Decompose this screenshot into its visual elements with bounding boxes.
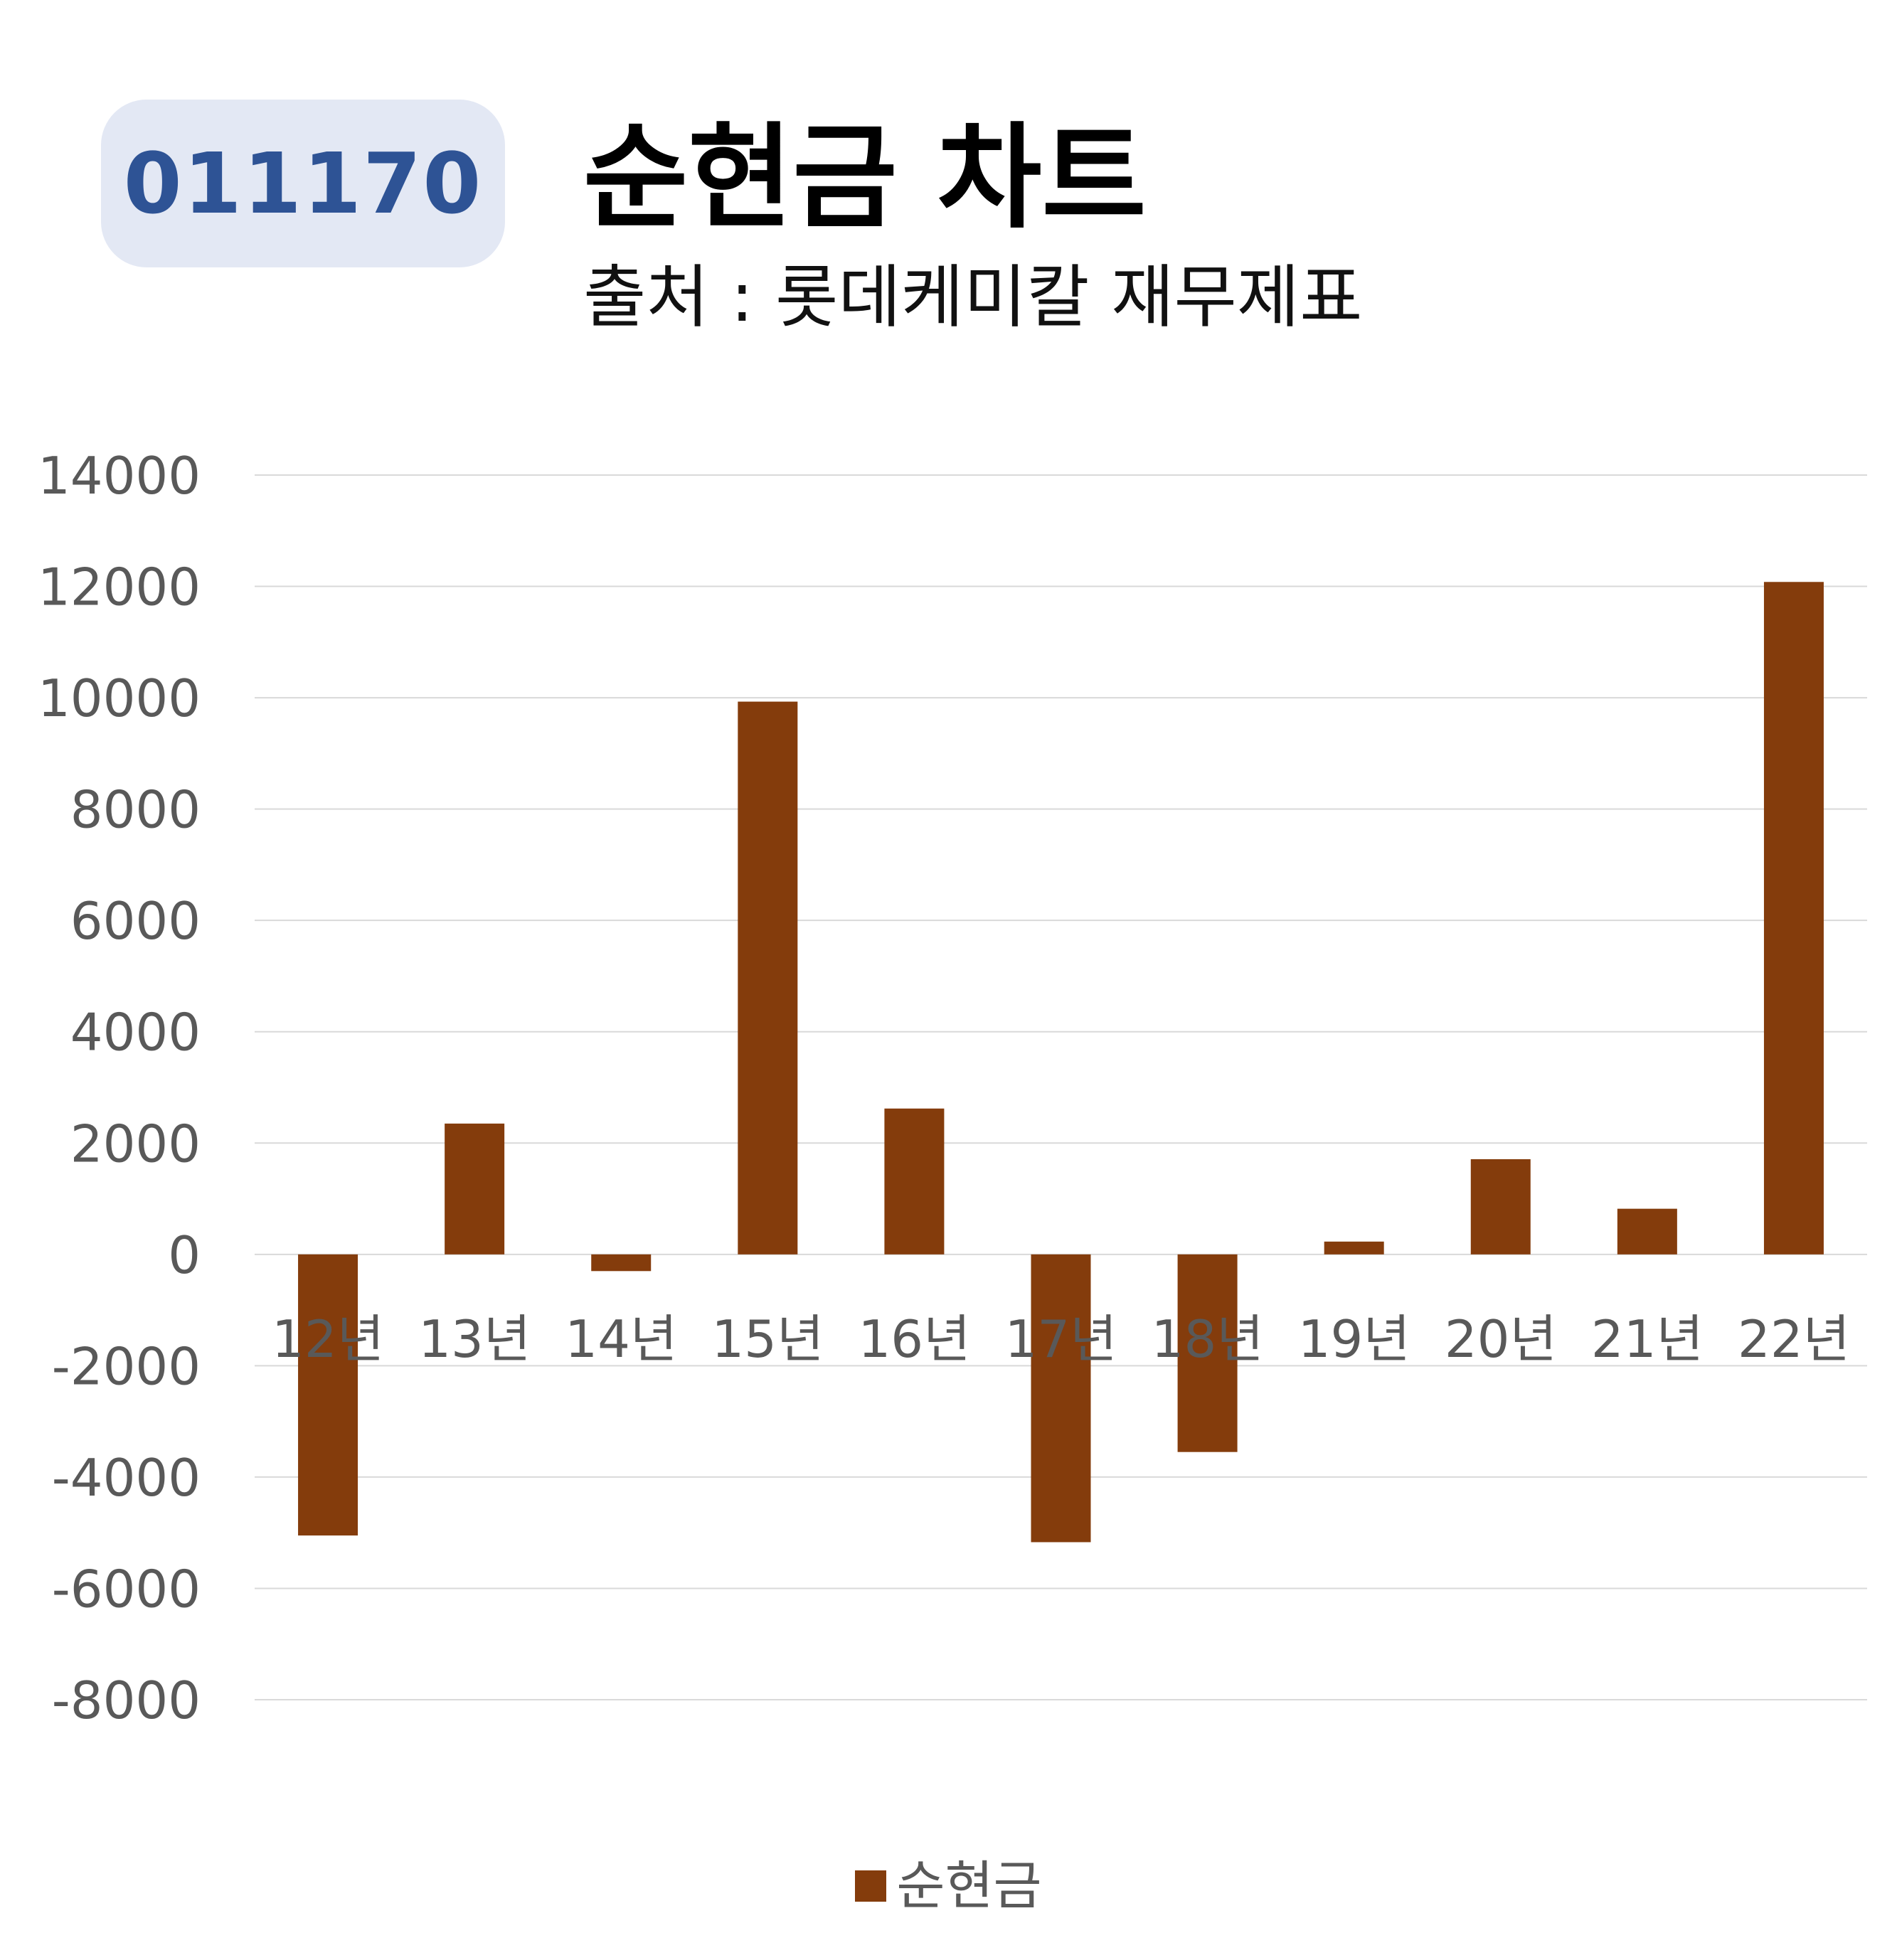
- stock-code-badge: 011170: [101, 100, 505, 267]
- bar-15년: [738, 701, 798, 1255]
- bar-14년: [591, 1254, 652, 1272]
- x-tick-label: 15년: [711, 1309, 824, 1369]
- x-tick-label: 17년: [1005, 1309, 1117, 1369]
- y-tick-label: 0: [168, 1225, 201, 1285]
- y-axis-ticks: 14000 12000 10000 8000 6000 4000 2000 0 -2000 -40…: [38, 446, 201, 1730]
- bar-21년: [1617, 1208, 1677, 1255]
- bar-18년: [1177, 1254, 1238, 1452]
- bar-12년: [298, 1254, 358, 1536]
- x-tick-label: 12년: [272, 1309, 384, 1369]
- bar-16년: [884, 1108, 945, 1255]
- x-tick-label: 14년: [565, 1309, 677, 1369]
- x-tick-label: 13년: [418, 1309, 531, 1369]
- legend: 순현금: [0, 1860, 1897, 1912]
- x-tick-label: 20년: [1445, 1309, 1557, 1369]
- chart-subtitle: 출처 : 롯데케미칼 재무제표: [583, 257, 1363, 337]
- y-tick-label: 6000: [70, 891, 201, 951]
- y-tick-label: -4000: [52, 1448, 201, 1508]
- x-tick-label: 19년: [1298, 1309, 1410, 1369]
- x-tick-label: 16년: [858, 1309, 970, 1369]
- y-tick-label: 12000: [38, 558, 201, 617]
- bar-17년: [1031, 1254, 1091, 1543]
- y-tick-label: -6000: [52, 1559, 201, 1619]
- y-tick-label: 14000: [38, 446, 201, 506]
- bar-19년: [1324, 1241, 1384, 1255]
- x-tick-label: 21년: [1591, 1309, 1704, 1369]
- y-tick-label: 10000: [38, 669, 201, 728]
- bar-13년: [445, 1123, 505, 1255]
- x-axis-ticks: 12년 13년 14년 15년 16년 17년 18년 19년 20년 21년 22년: [272, 1309, 1850, 1369]
- y-tick-label: -8000: [52, 1671, 201, 1730]
- y-tick-label: -2000: [52, 1336, 201, 1396]
- x-tick-label: 22년: [1738, 1309, 1850, 1369]
- bar-20년: [1470, 1159, 1531, 1255]
- x-tick-label: 18년: [1152, 1309, 1264, 1369]
- legend-swatch: [855, 1870, 887, 1902]
- legend-label: 순현금: [896, 1855, 1042, 1917]
- y-tick-label: 4000: [70, 1003, 201, 1062]
- chart-title: 순현금 차트: [583, 111, 1147, 244]
- y-tick-label: 2000: [70, 1114, 201, 1173]
- gridlines: [255, 474, 1867, 1700]
- bars: [298, 582, 1824, 1543]
- y-tick-label: 8000: [70, 780, 201, 840]
- bar-22년: [1763, 582, 1824, 1255]
